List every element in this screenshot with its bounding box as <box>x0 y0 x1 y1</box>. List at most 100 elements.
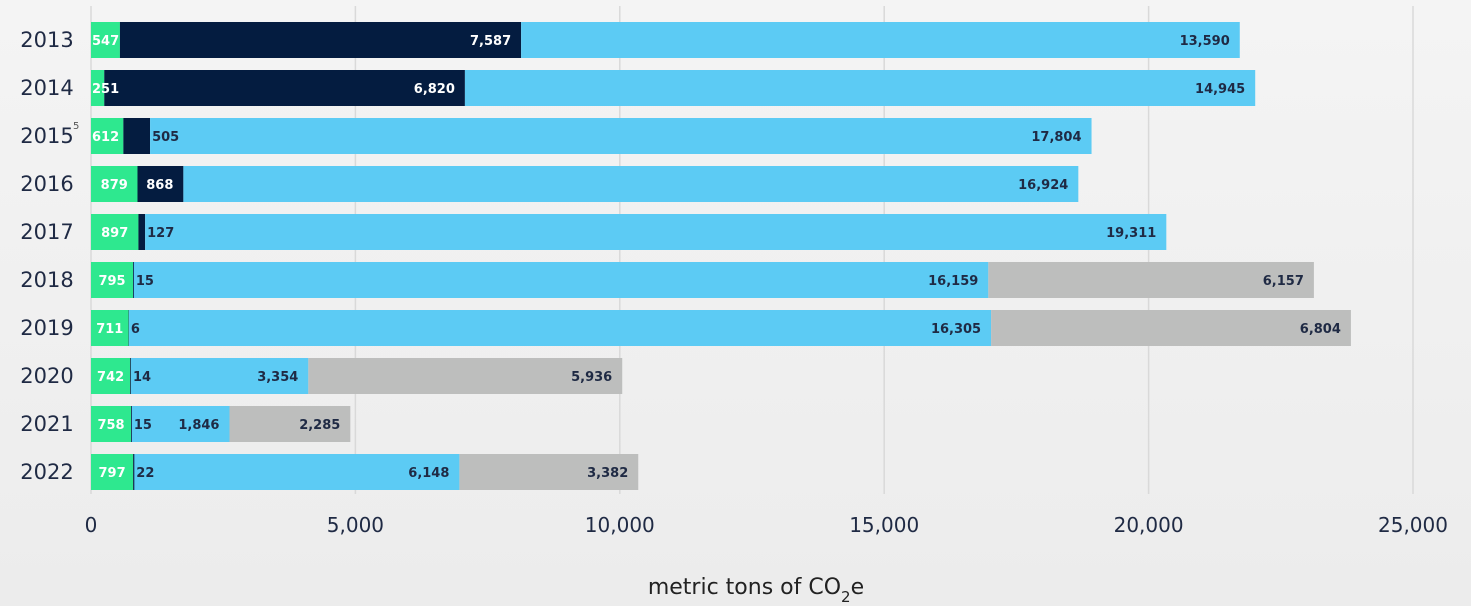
bar-row-2016: 879 868 16,924 <box>91 166 1079 202</box>
bar-segment <box>91 118 124 154</box>
x-tick-label: 20,000 <box>1114 513 1184 537</box>
category-label: 2013 <box>20 28 73 52</box>
category-label: 2022 <box>20 460 73 484</box>
bar-segment <box>119 22 522 58</box>
category-label: 2017 <box>20 220 73 244</box>
x-tick-label: 25,000 <box>1378 513 1448 537</box>
bar-segment <box>134 454 460 490</box>
data-label: 13,590 <box>1180 34 1230 49</box>
bar-segment <box>130 358 309 394</box>
bar-segment <box>91 166 138 202</box>
bar-segment <box>229 406 351 442</box>
data-label: 711 <box>96 322 123 337</box>
category-label: 2021 <box>20 412 73 436</box>
x-tick-label: 10,000 <box>585 513 655 537</box>
data-label: 22 <box>136 466 154 481</box>
category-label: 2015 <box>20 124 73 148</box>
data-label: 2,285 <box>299 418 340 433</box>
bar-segment <box>91 358 131 394</box>
bar-segment <box>131 406 133 442</box>
data-label: 16,159 <box>928 274 978 289</box>
bar-segment <box>91 310 129 346</box>
data-label: 15 <box>136 274 154 289</box>
bar-segment <box>133 454 135 490</box>
category-label: 2020 <box>20 364 73 388</box>
data-label: 1,846 <box>178 418 219 433</box>
bar-row-2014: 251 6,820 14,945 <box>91 70 1256 106</box>
bar-segment <box>137 166 184 202</box>
data-label: 16,305 <box>931 322 981 337</box>
category-label: 2019 <box>20 316 73 340</box>
category-labels: 2013 2014 2015 5 2016 2017 2018 2019 2020 2021 202… <box>20 28 79 484</box>
data-label: 19,311 <box>1106 226 1156 241</box>
data-label: 15 <box>134 418 152 433</box>
x-axis-title: metric tons of CO2e <box>648 575 864 606</box>
bar-segment <box>104 70 465 106</box>
bar-row-2019: 711 6 16,305 6,804 <box>91 310 1351 346</box>
data-label: 742 <box>97 370 124 385</box>
x-tick-label: 15,000 <box>849 513 919 537</box>
data-label: 547 <box>92 34 119 49</box>
bar-row-2015: 612 505 17,804 <box>91 118 1092 154</box>
bar-row-2022: 797 22 6,148 3,382 <box>91 454 639 490</box>
x-tick-labels: 0 5,000 10,000 15,000 20,000 25,000 <box>85 513 1448 537</box>
data-label: 17,804 <box>1031 130 1081 145</box>
bar-segment <box>91 70 105 106</box>
x-tick-label: 5,000 <box>327 513 384 537</box>
bar-segment <box>131 406 230 442</box>
data-label: 868 <box>146 178 173 193</box>
data-label: 612 <box>92 130 119 145</box>
bar-row-2020: 742 14 3,354 5,936 <box>91 358 623 394</box>
data-label: 879 <box>101 178 128 193</box>
bar-row-2021: 758 15 1,846 2,285 <box>91 406 351 442</box>
data-label: 127 <box>147 226 174 241</box>
bar-segment <box>138 214 146 250</box>
data-label: 251 <box>92 82 119 97</box>
bar-segment <box>91 214 139 250</box>
data-label: 6,157 <box>1263 274 1304 289</box>
data-label: 7,587 <box>470 34 511 49</box>
data-label: 14 <box>133 370 151 385</box>
bar-segment <box>183 166 1079 202</box>
data-label: 5,936 <box>571 370 612 385</box>
data-label: 795 <box>98 274 125 289</box>
bar-segment <box>128 310 992 346</box>
data-label: 6 <box>131 322 140 337</box>
bar-segment <box>91 262 134 298</box>
bar-segment <box>150 118 1092 154</box>
category-label: 2014 <box>20 76 73 100</box>
data-label: 758 <box>97 418 124 433</box>
category-label: 2018 <box>20 268 73 292</box>
bar-segment <box>988 262 1314 298</box>
data-label: 6,820 <box>414 82 455 97</box>
x-tick-label: 0 <box>85 513 98 537</box>
data-label: 3,382 <box>587 466 628 481</box>
bar-segment <box>91 454 134 490</box>
data-label: 797 <box>99 466 126 481</box>
data-label: 6,804 <box>1300 322 1341 337</box>
bar-segment <box>91 22 120 58</box>
data-label: 14,945 <box>1195 82 1245 97</box>
data-label: 897 <box>101 226 128 241</box>
bar-segment <box>145 214 1167 250</box>
data-label: 3,354 <box>257 370 298 385</box>
bar-segment <box>133 262 989 298</box>
bar-row-2013: 547 7,587 13,590 <box>91 22 1240 58</box>
category-label: 2016 <box>20 172 73 196</box>
bar-segment <box>464 70 1256 106</box>
bar-segment <box>91 406 132 442</box>
data-label: 16,924 <box>1018 178 1068 193</box>
footnote-marker: 5 <box>73 121 79 132</box>
data-label: 505 <box>152 130 179 145</box>
bar-segment <box>123 118 151 154</box>
bar-segment <box>133 262 135 298</box>
bars: 547 7,587 13,590 251 6,820 14,945 612 505 17,804… <box>91 22 1351 490</box>
bar-segment <box>459 454 639 490</box>
bar-row-2017: 897 127 19,311 <box>91 214 1167 250</box>
data-label: 6,148 <box>408 466 449 481</box>
bar-segment <box>521 22 1240 58</box>
bar-row-2018: 795 15 16,159 6,157 <box>91 262 1314 298</box>
bar-segment <box>991 310 1351 346</box>
bar-segment <box>308 358 623 394</box>
